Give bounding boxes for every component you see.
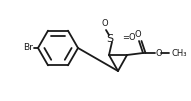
Text: O: O: [156, 48, 163, 57]
Text: CH₃: CH₃: [171, 48, 186, 57]
Text: S: S: [106, 34, 114, 44]
Text: O: O: [135, 30, 141, 39]
Text: Br: Br: [23, 44, 33, 53]
Text: O: O: [102, 19, 108, 28]
Text: =O: =O: [122, 34, 136, 43]
